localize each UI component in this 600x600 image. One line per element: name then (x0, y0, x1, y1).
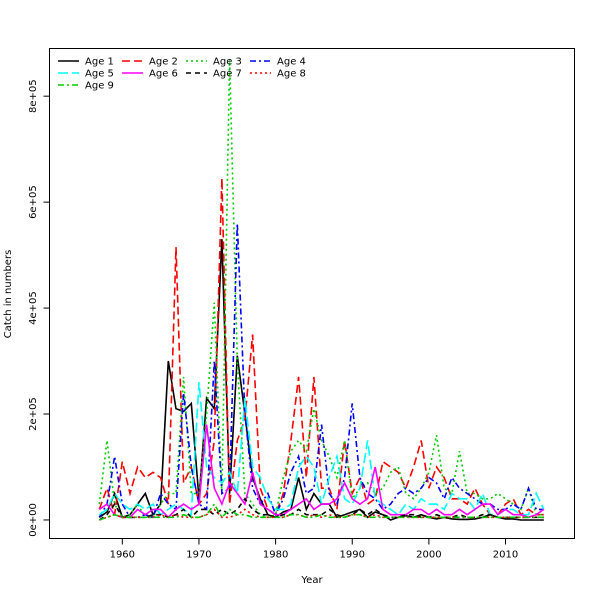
legend-label-age-2: Age 2 (149, 57, 178, 68)
series-line-age-2 (98, 178, 544, 516)
series-line-age-8 (99, 508, 544, 521)
x-tick-label-1970: 1970 (186, 550, 211, 561)
series-line-age-6 (98, 424, 545, 519)
legend-label-age-6: Age 6 (149, 69, 178, 80)
series-line-age-4 (98, 223, 544, 519)
y-tick-label-800000: 8e+05 (28, 79, 39, 113)
legend-label-age-4: Age 4 (277, 57, 306, 68)
legend-label-age-5: Age 5 (85, 69, 114, 80)
y-tick-label-400000: 4e+05 (28, 291, 39, 325)
y-tick-label-0: 0e+00 (28, 503, 39, 537)
legend: Age 1 Age 2 Age 3 Age 4 Age 5 Age 6 Age 7 Age 8… (58, 57, 306, 92)
x-tick-label-2000: 2000 (416, 550, 441, 561)
series-line-age-3 (98, 59, 544, 519)
x-tick-label-2010: 2010 (493, 550, 518, 561)
series-layer (98, 59, 545, 521)
x-tick-label-1980: 1980 (263, 550, 288, 561)
legend-label-age-7: Age 7 (213, 69, 242, 80)
legend-label-age-1: Age 1 (85, 57, 114, 68)
axis-layer: 1960 1970 1980 1990 2000 2010 0e+00 2e+05 4e+05 6… (28, 79, 518, 560)
legend-label-age-3: Age 3 (213, 57, 242, 68)
y-tick-label-200000: 2e+05 (28, 397, 39, 431)
plot-frame (49, 48, 575, 539)
x-tick-label-1960: 1960 (110, 550, 135, 561)
y-axis-title: Catch in numbers (3, 250, 14, 339)
series-line-age-9 (99, 502, 544, 521)
x-axis-title: Year (300, 575, 323, 586)
y-tick-label-600000: 6e+05 (28, 185, 39, 219)
x-tick-label-1990: 1990 (340, 550, 365, 561)
legend-label-age-8: Age 8 (277, 69, 306, 80)
legend-label-age-9: Age 9 (85, 81, 114, 92)
